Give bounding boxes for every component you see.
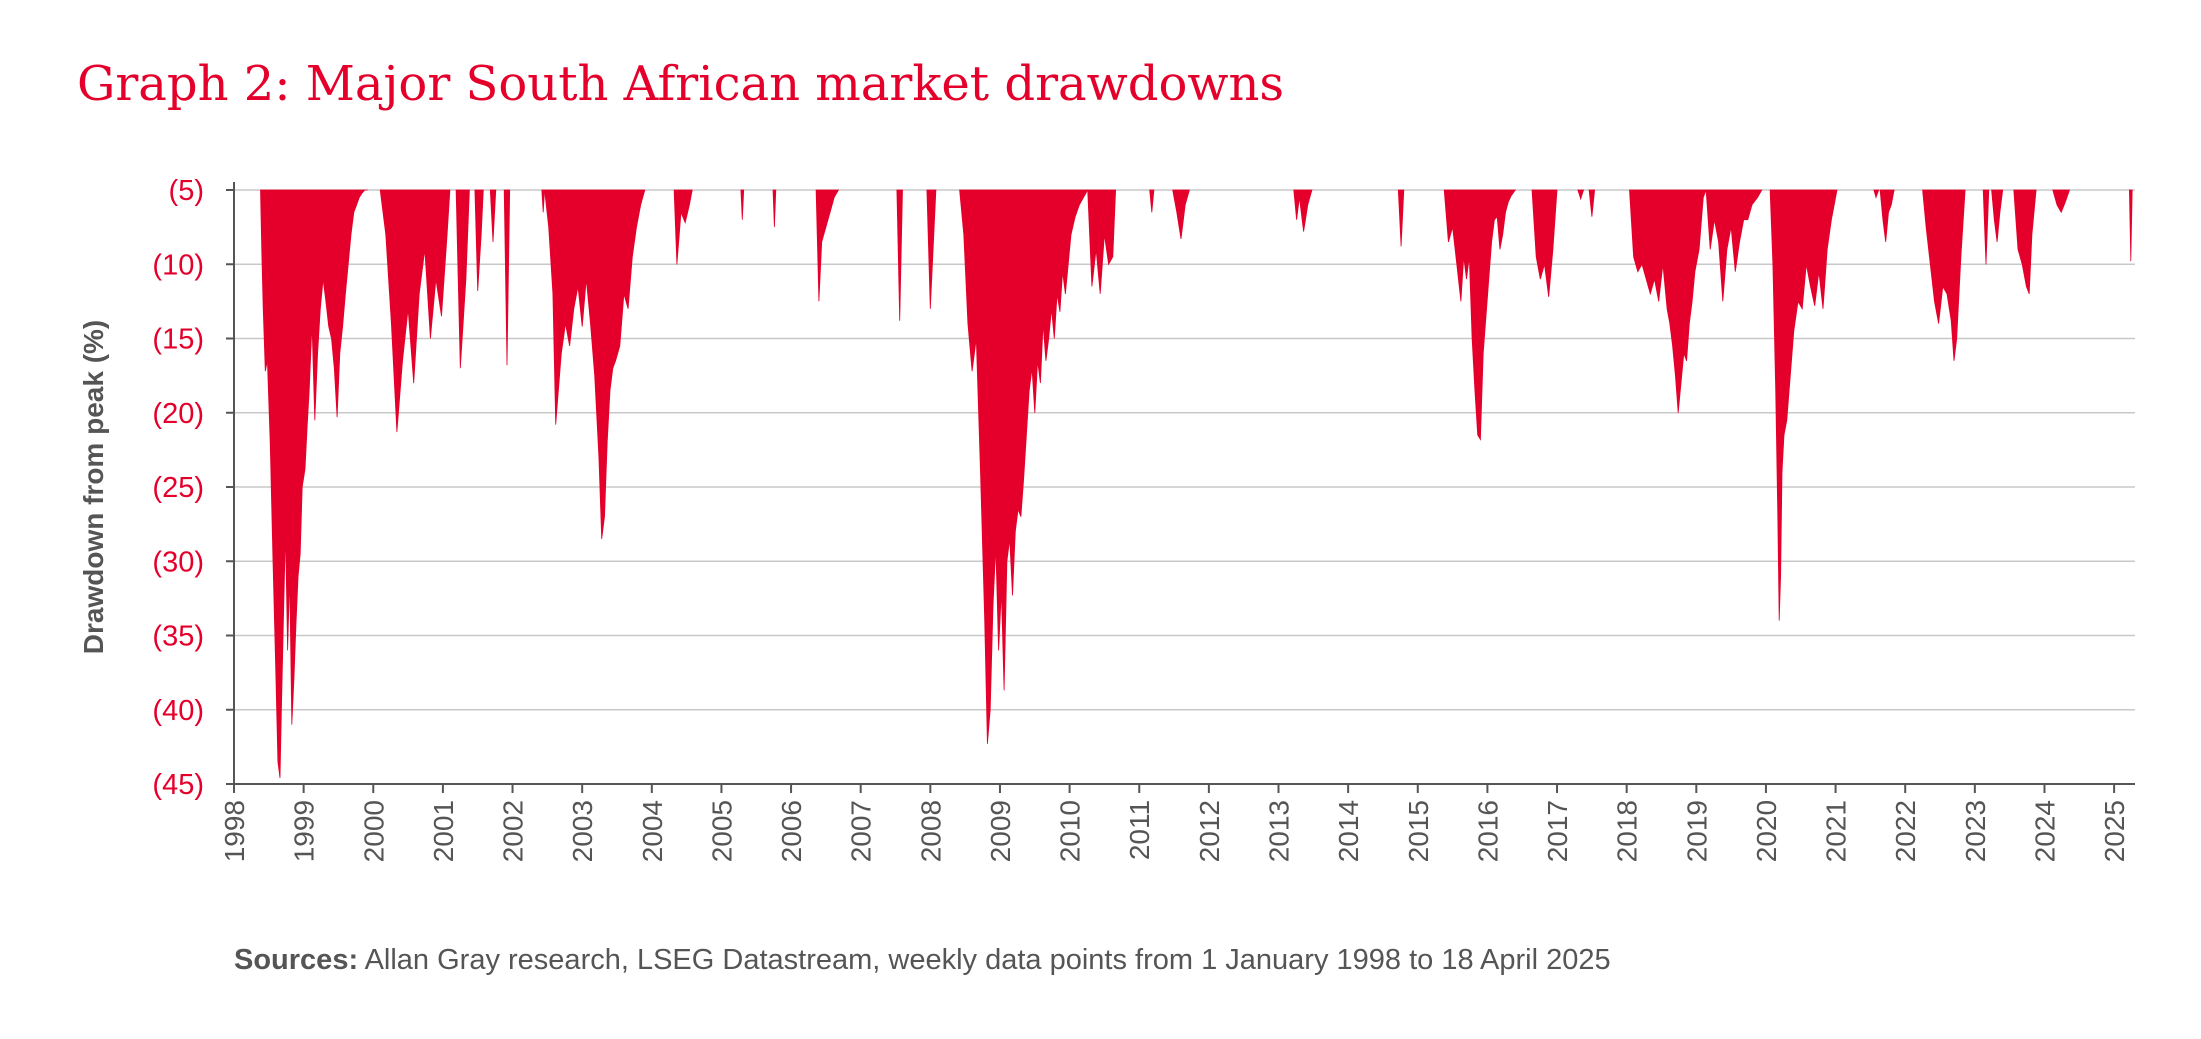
- x-tick-label: 2016: [1472, 800, 1503, 862]
- chart-title: Graph 2: Major South African market draw…: [77, 56, 1284, 112]
- x-tick-label: 2005: [706, 800, 737, 862]
- x-tick-label: 2002: [498, 800, 529, 862]
- drawdown-area-27: [1769, 189, 1838, 621]
- y-tick-label: (40): [152, 695, 204, 727]
- drawdown-area-28: [1873, 189, 1880, 199]
- x-tick-label: 2012: [1194, 800, 1225, 862]
- drawdown-area-1: [260, 189, 368, 779]
- drawdown-areas: [260, 189, 2133, 779]
- x-tick-label: 2019: [1681, 800, 1712, 862]
- drawdown-area-8: [544, 189, 646, 540]
- y-tick-label: (5): [169, 175, 204, 207]
- source-label: Sources:: [234, 944, 359, 976]
- drawdown-area-30: [1922, 189, 1966, 361]
- drawdown-area-23: [1577, 189, 1585, 201]
- drawdown-area-29: [1879, 189, 1895, 243]
- x-tick-label: 2003: [567, 800, 598, 862]
- x-tick-label: 2009: [985, 800, 1016, 862]
- drawdown-area-35: [2128, 189, 2133, 262]
- drawdown-area-22: [1531, 189, 1558, 297]
- x-tick-label: 2011: [1124, 800, 1155, 860]
- x-tick-label: 2018: [1612, 800, 1643, 862]
- axes: [226, 182, 2135, 793]
- x-tick-label: 2020: [1751, 800, 1782, 862]
- drawdown-area-11: [772, 189, 777, 228]
- drawdown-area-33: [2013, 189, 2037, 295]
- drawdown-area-4: [474, 189, 484, 292]
- x-tick-label: 2025: [2099, 800, 2130, 862]
- drawdown-area-18: [1172, 189, 1190, 240]
- drawdown-area-15: [959, 189, 1089, 744]
- x-tick-label: 2006: [776, 800, 807, 862]
- drawdown-area-10: [740, 189, 745, 220]
- x-tick-label: 2022: [1890, 800, 1921, 862]
- drawdown-area-3: [455, 189, 470, 369]
- drawdown-area-17: [1149, 189, 1155, 213]
- drawdown-area-21: [1443, 189, 1517, 441]
- drawdown-area-20: [1397, 189, 1405, 247]
- drawdown-area-34: [2052, 189, 2071, 214]
- source-text: Allan Gray research, LSEG Datastream, we…: [364, 944, 1611, 976]
- x-tick-label: 2008: [915, 800, 946, 862]
- x-tick-label: 2021: [1821, 800, 1852, 862]
- x-tick-label: 1998: [219, 800, 250, 862]
- x-tick-labels: 1998 1999 2000 2001 2002 2003 2004 2005 2006 2007…: [219, 800, 2130, 862]
- drawdown-area-7: [541, 189, 546, 213]
- y-tick-label: (35): [152, 621, 204, 653]
- drawdown-area-9: [673, 189, 693, 265]
- x-tick-label: 2017: [1542, 800, 1573, 862]
- drawdown-area-5: [489, 189, 497, 243]
- source-note: Sources: Allan Gray research, LSEG Datas…: [234, 944, 1611, 977]
- y-tick-label: (10): [152, 249, 204, 281]
- drawdown-area-6: [503, 189, 511, 366]
- drawdown-area-26: [1705, 189, 1763, 302]
- x-tick-label: 2024: [2030, 800, 2061, 862]
- x-tick-label: 2004: [637, 800, 668, 862]
- drawdown-area-16: [1087, 189, 1117, 294]
- drawdown-area-19: [1293, 189, 1313, 232]
- x-tick-label: 2013: [1264, 800, 1295, 862]
- y-axis-label: Drawdown from peak (%): [78, 320, 109, 654]
- x-tick-label: 1999: [289, 800, 320, 862]
- drawdown-area-24: [1588, 189, 1596, 217]
- y-tick-label: (45): [152, 769, 204, 801]
- x-tick-label: 2015: [1403, 800, 1434, 862]
- grid-lines: [234, 189, 2135, 711]
- x-tick-label: 2007: [846, 800, 877, 862]
- x-tick-label: 2014: [1333, 800, 1364, 862]
- drawdown-area-12: [815, 189, 840, 302]
- drawdown-area-13: [896, 189, 903, 321]
- drawdown-area-31: [1982, 189, 1990, 265]
- x-tick-label: 2001: [428, 800, 459, 862]
- y-tick-label: (20): [152, 398, 204, 430]
- drawdown-area-14: [926, 189, 937, 309]
- y-tick-label: (30): [152, 546, 204, 578]
- y-tick-label: (25): [152, 472, 204, 504]
- y-tick-labels: (5) (10) (15) (20) (25) (30) (35) (40) (45): [152, 175, 204, 801]
- drawdown-area-2: [379, 189, 451, 433]
- y-tick-label: (15): [152, 324, 204, 356]
- drawdown-area-32: [1991, 189, 2004, 243]
- drawdown-area-25: [1629, 189, 1707, 413]
- x-tick-label: 2000: [358, 800, 389, 862]
- x-tick-label: 2023: [1960, 800, 1991, 862]
- x-tick-label: 2010: [1055, 800, 1086, 862]
